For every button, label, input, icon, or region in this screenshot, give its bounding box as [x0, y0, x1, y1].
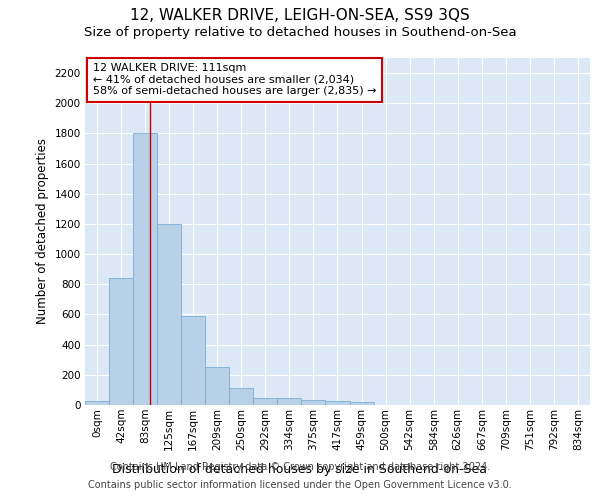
Bar [157, 224, 181, 405]
Text: 12 WALKER DRIVE: 111sqm
← 41% of detached houses are smaller (2,034)
58% of semi: 12 WALKER DRIVE: 111sqm ← 41% of detache… [92, 63, 376, 96]
Bar [109, 278, 133, 405]
Text: Contains public sector information licensed under the Open Government Licence v3: Contains public sector information licen… [88, 480, 512, 490]
Bar [325, 401, 350, 405]
Bar [181, 316, 205, 405]
Bar [253, 398, 277, 405]
Text: 12, WALKER DRIVE, LEIGH-ON-SEA, SS9 3QS: 12, WALKER DRIVE, LEIGH-ON-SEA, SS9 3QS [130, 8, 470, 23]
Bar [277, 398, 301, 405]
Y-axis label: Number of detached properties: Number of detached properties [36, 138, 49, 324]
Text: Contains HM Land Registry data © Crown copyright and database right 2024.: Contains HM Land Registry data © Crown c… [110, 462, 490, 472]
Bar [229, 388, 253, 405]
Bar [205, 366, 229, 405]
Text: Distribution of detached houses by size in Southend-on-Sea: Distribution of detached houses by size … [113, 463, 487, 476]
Bar [85, 401, 109, 405]
Bar [350, 402, 374, 405]
Text: Size of property relative to detached houses in Southend-on-Sea: Size of property relative to detached ho… [83, 26, 517, 39]
Bar [301, 400, 325, 405]
Bar [133, 134, 157, 405]
